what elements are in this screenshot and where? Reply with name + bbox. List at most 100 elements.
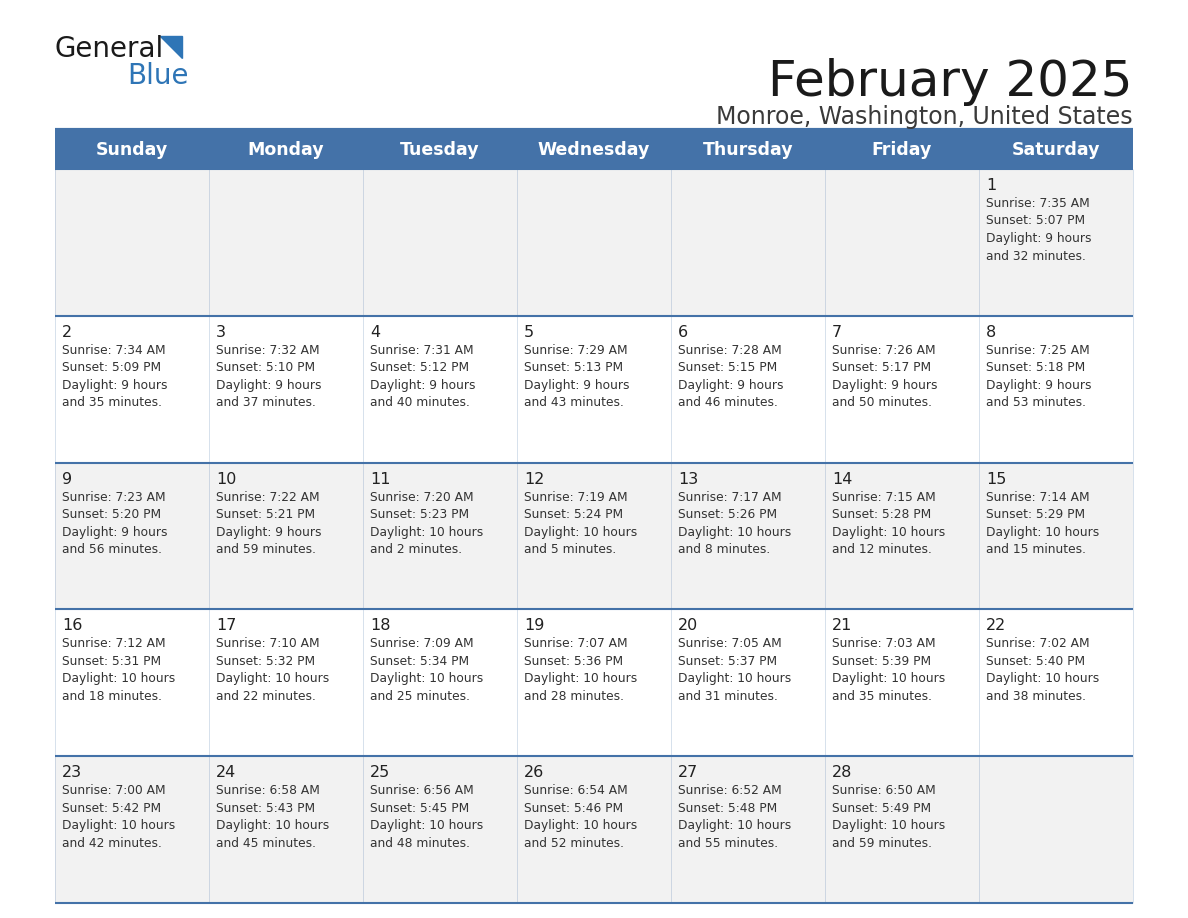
Text: and 31 minutes.: and 31 minutes. (678, 690, 778, 703)
Text: Thursday: Thursday (702, 141, 794, 159)
Text: Sunset: 5:36 PM: Sunset: 5:36 PM (524, 655, 624, 668)
Text: 10: 10 (216, 472, 236, 487)
Text: and 35 minutes.: and 35 minutes. (62, 397, 162, 409)
Text: 20: 20 (678, 619, 699, 633)
Text: Daylight: 10 hours: Daylight: 10 hours (524, 526, 637, 539)
Text: Sunset: 5:29 PM: Sunset: 5:29 PM (986, 508, 1085, 521)
Text: and 59 minutes.: and 59 minutes. (216, 543, 316, 556)
Text: 7: 7 (832, 325, 842, 340)
Text: 1: 1 (986, 178, 997, 193)
Text: Sunset: 5:42 PM: Sunset: 5:42 PM (62, 801, 162, 814)
Text: Sunrise: 7:34 AM: Sunrise: 7:34 AM (62, 344, 165, 357)
Text: Sunrise: 7:35 AM: Sunrise: 7:35 AM (986, 197, 1089, 210)
Text: Sunset: 5:37 PM: Sunset: 5:37 PM (678, 655, 777, 668)
Text: 8: 8 (986, 325, 997, 340)
Text: and 50 minutes.: and 50 minutes. (832, 397, 933, 409)
Text: and 15 minutes.: and 15 minutes. (986, 543, 1086, 556)
Text: Sunrise: 7:28 AM: Sunrise: 7:28 AM (678, 344, 782, 357)
Text: 16: 16 (62, 619, 82, 633)
Text: and 59 minutes.: and 59 minutes. (832, 836, 933, 850)
Text: and 38 minutes.: and 38 minutes. (986, 690, 1086, 703)
Text: and 32 minutes.: and 32 minutes. (986, 250, 1086, 263)
FancyBboxPatch shape (55, 463, 1133, 610)
Text: 6: 6 (678, 325, 688, 340)
Text: Sunrise: 6:56 AM: Sunrise: 6:56 AM (369, 784, 474, 797)
Text: Sunrise: 7:00 AM: Sunrise: 7:00 AM (62, 784, 165, 797)
Text: Saturday: Saturday (1012, 141, 1100, 159)
FancyBboxPatch shape (55, 610, 1133, 756)
Text: Sunrise: 7:29 AM: Sunrise: 7:29 AM (524, 344, 627, 357)
Text: and 52 minutes.: and 52 minutes. (524, 836, 624, 850)
Text: Sunrise: 7:26 AM: Sunrise: 7:26 AM (832, 344, 936, 357)
Text: and 48 minutes.: and 48 minutes. (369, 836, 470, 850)
Text: 19: 19 (524, 619, 544, 633)
Text: Sunset: 5:32 PM: Sunset: 5:32 PM (216, 655, 315, 668)
Text: Daylight: 9 hours: Daylight: 9 hours (832, 379, 937, 392)
Text: 5: 5 (524, 325, 535, 340)
Text: Sunset: 5:39 PM: Sunset: 5:39 PM (832, 655, 931, 668)
Text: and 55 minutes.: and 55 minutes. (678, 836, 778, 850)
Text: and 37 minutes.: and 37 minutes. (216, 397, 316, 409)
Text: Daylight: 10 hours: Daylight: 10 hours (678, 672, 791, 686)
Text: Daylight: 9 hours: Daylight: 9 hours (62, 379, 168, 392)
Text: and 28 minutes.: and 28 minutes. (524, 690, 624, 703)
Text: Daylight: 10 hours: Daylight: 10 hours (678, 819, 791, 833)
Text: Sunset: 5:12 PM: Sunset: 5:12 PM (369, 362, 469, 375)
Text: Sunset: 5:40 PM: Sunset: 5:40 PM (986, 655, 1085, 668)
Text: 14: 14 (832, 472, 852, 487)
Text: Sunset: 5:45 PM: Sunset: 5:45 PM (369, 801, 469, 814)
Text: Daylight: 10 hours: Daylight: 10 hours (832, 672, 946, 686)
Text: Daylight: 10 hours: Daylight: 10 hours (369, 672, 484, 686)
Text: Sunrise: 7:02 AM: Sunrise: 7:02 AM (986, 637, 1089, 650)
Text: Daylight: 10 hours: Daylight: 10 hours (832, 819, 946, 833)
Text: 23: 23 (62, 766, 82, 780)
Text: Sunrise: 7:20 AM: Sunrise: 7:20 AM (369, 490, 474, 504)
Text: Blue: Blue (127, 62, 189, 90)
Text: Daylight: 9 hours: Daylight: 9 hours (216, 526, 322, 539)
Text: 11: 11 (369, 472, 391, 487)
Text: 25: 25 (369, 766, 390, 780)
Text: General: General (55, 35, 164, 63)
Text: Sunset: 5:09 PM: Sunset: 5:09 PM (62, 362, 162, 375)
Text: Sunset: 5:46 PM: Sunset: 5:46 PM (524, 801, 624, 814)
Text: Sunset: 5:31 PM: Sunset: 5:31 PM (62, 655, 162, 668)
Text: and 46 minutes.: and 46 minutes. (678, 397, 778, 409)
Text: Daylight: 9 hours: Daylight: 9 hours (986, 232, 1092, 245)
Text: Daylight: 10 hours: Daylight: 10 hours (369, 819, 484, 833)
Text: Monroe, Washington, United States: Monroe, Washington, United States (716, 105, 1133, 129)
Text: Daylight: 10 hours: Daylight: 10 hours (986, 526, 1099, 539)
Text: and 18 minutes.: and 18 minutes. (62, 690, 162, 703)
FancyBboxPatch shape (55, 131, 1133, 169)
Text: Sunrise: 7:03 AM: Sunrise: 7:03 AM (832, 637, 936, 650)
Text: Sunset: 5:17 PM: Sunset: 5:17 PM (832, 362, 931, 375)
Text: Sunrise: 7:17 AM: Sunrise: 7:17 AM (678, 490, 782, 504)
Text: Sunset: 5:48 PM: Sunset: 5:48 PM (678, 801, 777, 814)
Text: and 12 minutes.: and 12 minutes. (832, 543, 931, 556)
Text: Sunset: 5:26 PM: Sunset: 5:26 PM (678, 508, 777, 521)
Text: Sunset: 5:21 PM: Sunset: 5:21 PM (216, 508, 315, 521)
Text: Sunset: 5:43 PM: Sunset: 5:43 PM (216, 801, 315, 814)
Text: Daylight: 10 hours: Daylight: 10 hours (62, 819, 176, 833)
Text: and 2 minutes.: and 2 minutes. (369, 543, 462, 556)
Text: Daylight: 10 hours: Daylight: 10 hours (369, 526, 484, 539)
FancyBboxPatch shape (55, 316, 1133, 463)
Text: 4: 4 (369, 325, 380, 340)
Text: 18: 18 (369, 619, 391, 633)
Text: Daylight: 10 hours: Daylight: 10 hours (62, 672, 176, 686)
Text: Sunrise: 7:10 AM: Sunrise: 7:10 AM (216, 637, 320, 650)
Text: Daylight: 9 hours: Daylight: 9 hours (524, 379, 630, 392)
Text: 17: 17 (216, 619, 236, 633)
Text: and 25 minutes.: and 25 minutes. (369, 690, 470, 703)
Text: Daylight: 10 hours: Daylight: 10 hours (216, 672, 329, 686)
Text: and 35 minutes.: and 35 minutes. (832, 690, 933, 703)
Text: 28: 28 (832, 766, 852, 780)
Text: Daylight: 9 hours: Daylight: 9 hours (678, 379, 784, 392)
Text: Sunrise: 6:52 AM: Sunrise: 6:52 AM (678, 784, 782, 797)
Text: Sunrise: 7:19 AM: Sunrise: 7:19 AM (524, 490, 627, 504)
Text: Sunset: 5:34 PM: Sunset: 5:34 PM (369, 655, 469, 668)
Text: 26: 26 (524, 766, 544, 780)
Text: and 56 minutes.: and 56 minutes. (62, 543, 162, 556)
Text: and 8 minutes.: and 8 minutes. (678, 543, 770, 556)
Text: Sunrise: 6:50 AM: Sunrise: 6:50 AM (832, 784, 936, 797)
Text: Daylight: 10 hours: Daylight: 10 hours (832, 526, 946, 539)
